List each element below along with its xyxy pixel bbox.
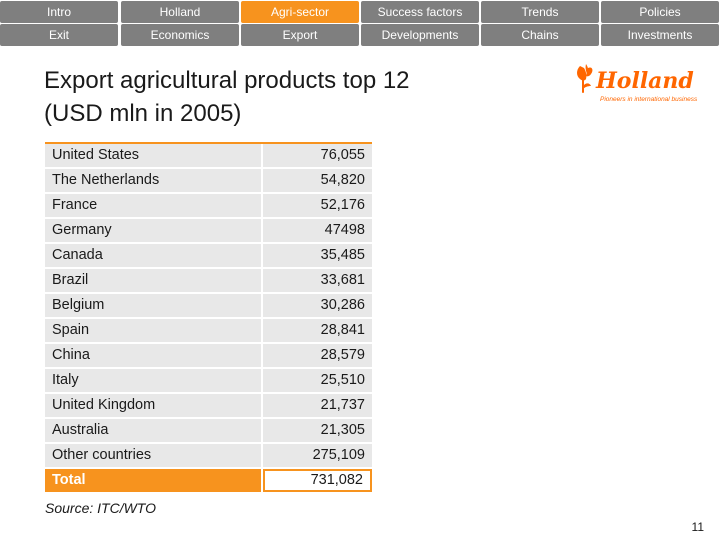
table-row: United States 76,055: [45, 144, 372, 167]
value-cell: 54,820: [263, 169, 372, 192]
slide-title: Export agricultural products top 12 (USD…: [44, 64, 504, 130]
svg-text:Holland: Holland: [595, 68, 694, 94]
nav-button-holland[interactable]: Holland: [121, 1, 239, 23]
country-cell: Spain: [45, 319, 261, 342]
total-label-cell: Total: [45, 469, 261, 492]
nav-button-chains[interactable]: Chains: [481, 24, 599, 46]
table-row: France 52,176: [45, 194, 372, 217]
table-row: Other countries 275,109: [45, 444, 372, 467]
table-row: Canada 35,485: [45, 244, 372, 267]
country-cell: Australia: [45, 419, 261, 442]
value-cell: 33,681: [263, 269, 372, 292]
nav-button-economics[interactable]: Economics: [121, 24, 239, 46]
country-cell: Brazil: [45, 269, 261, 292]
country-cell: Belgium: [45, 294, 261, 317]
table-row: China 28,579: [45, 344, 372, 367]
holland-logo: Holland: [574, 62, 706, 106]
country-cell: United Kingdom: [45, 394, 261, 417]
value-cell: 35,485: [263, 244, 372, 267]
page-number: 11: [691, 520, 704, 534]
table-row: The Netherlands 54,820: [45, 169, 372, 192]
nav-row-primary: Intro Holland Agri-sector Success factor…: [0, 1, 720, 23]
country-cell: China: [45, 344, 261, 367]
country-cell: Italy: [45, 369, 261, 392]
value-cell: 275,109: [263, 444, 372, 467]
nav-button-investments[interactable]: Investments: [601, 24, 719, 46]
nav-button-exit[interactable]: Exit: [0, 24, 118, 46]
value-cell: 28,579: [263, 344, 372, 367]
export-table: United States 76,055 The Netherlands 54,…: [45, 142, 372, 494]
nav-button-trends[interactable]: Trends: [481, 1, 599, 23]
value-cell: 21,737: [263, 394, 372, 417]
country-cell: Canada: [45, 244, 261, 267]
nav-button-policies[interactable]: Policies: [601, 1, 719, 23]
top-navigation: Intro Holland Agri-sector Success factor…: [0, 0, 720, 48]
value-cell: 21,305: [263, 419, 372, 442]
nav-row-secondary: Exit Economics Export Developments Chain…: [0, 24, 720, 46]
nav-button-developments[interactable]: Developments: [361, 24, 479, 46]
logo-tagline: Pioneers in international business: [600, 96, 698, 103]
value-cell: 47498: [263, 219, 372, 242]
country-cell: France: [45, 194, 261, 217]
table-row: Spain 28,841: [45, 319, 372, 342]
nav-button-agri-sector[interactable]: Agri-sector: [241, 1, 359, 23]
table-row: Australia 21,305: [45, 419, 372, 442]
value-cell: 25,510: [263, 369, 372, 392]
tulip-logo-icon: Holland: [577, 64, 694, 94]
total-value-cell: 731,082: [263, 469, 372, 492]
country-cell: The Netherlands: [45, 169, 261, 192]
slide-title-line-1: Export agricultural products top 12: [44, 67, 410, 94]
table-row: Belgium 30,286: [45, 294, 372, 317]
source-note: Source: ITC/WTO: [45, 500, 156, 516]
nav-button-success-factors[interactable]: Success factors: [361, 1, 479, 23]
table-total-row: Total 731,082: [45, 469, 372, 492]
value-cell: 52,176: [263, 194, 372, 217]
slide-title-line-2: (USD mln in 2005): [44, 100, 242, 127]
country-cell: United States: [45, 144, 261, 167]
nav-button-intro[interactable]: Intro: [0, 1, 118, 23]
value-cell: 28,841: [263, 319, 372, 342]
table-row: Germany 47498: [45, 219, 372, 242]
country-cell: Germany: [45, 219, 261, 242]
table-row: Brazil 33,681: [45, 269, 372, 292]
value-cell: 30,286: [263, 294, 372, 317]
nav-button-export[interactable]: Export: [241, 24, 359, 46]
value-cell: 76,055: [263, 144, 372, 167]
table-row: United Kingdom 21,737: [45, 394, 372, 417]
table-row: Italy 25,510: [45, 369, 372, 392]
country-cell: Other countries: [45, 444, 261, 467]
